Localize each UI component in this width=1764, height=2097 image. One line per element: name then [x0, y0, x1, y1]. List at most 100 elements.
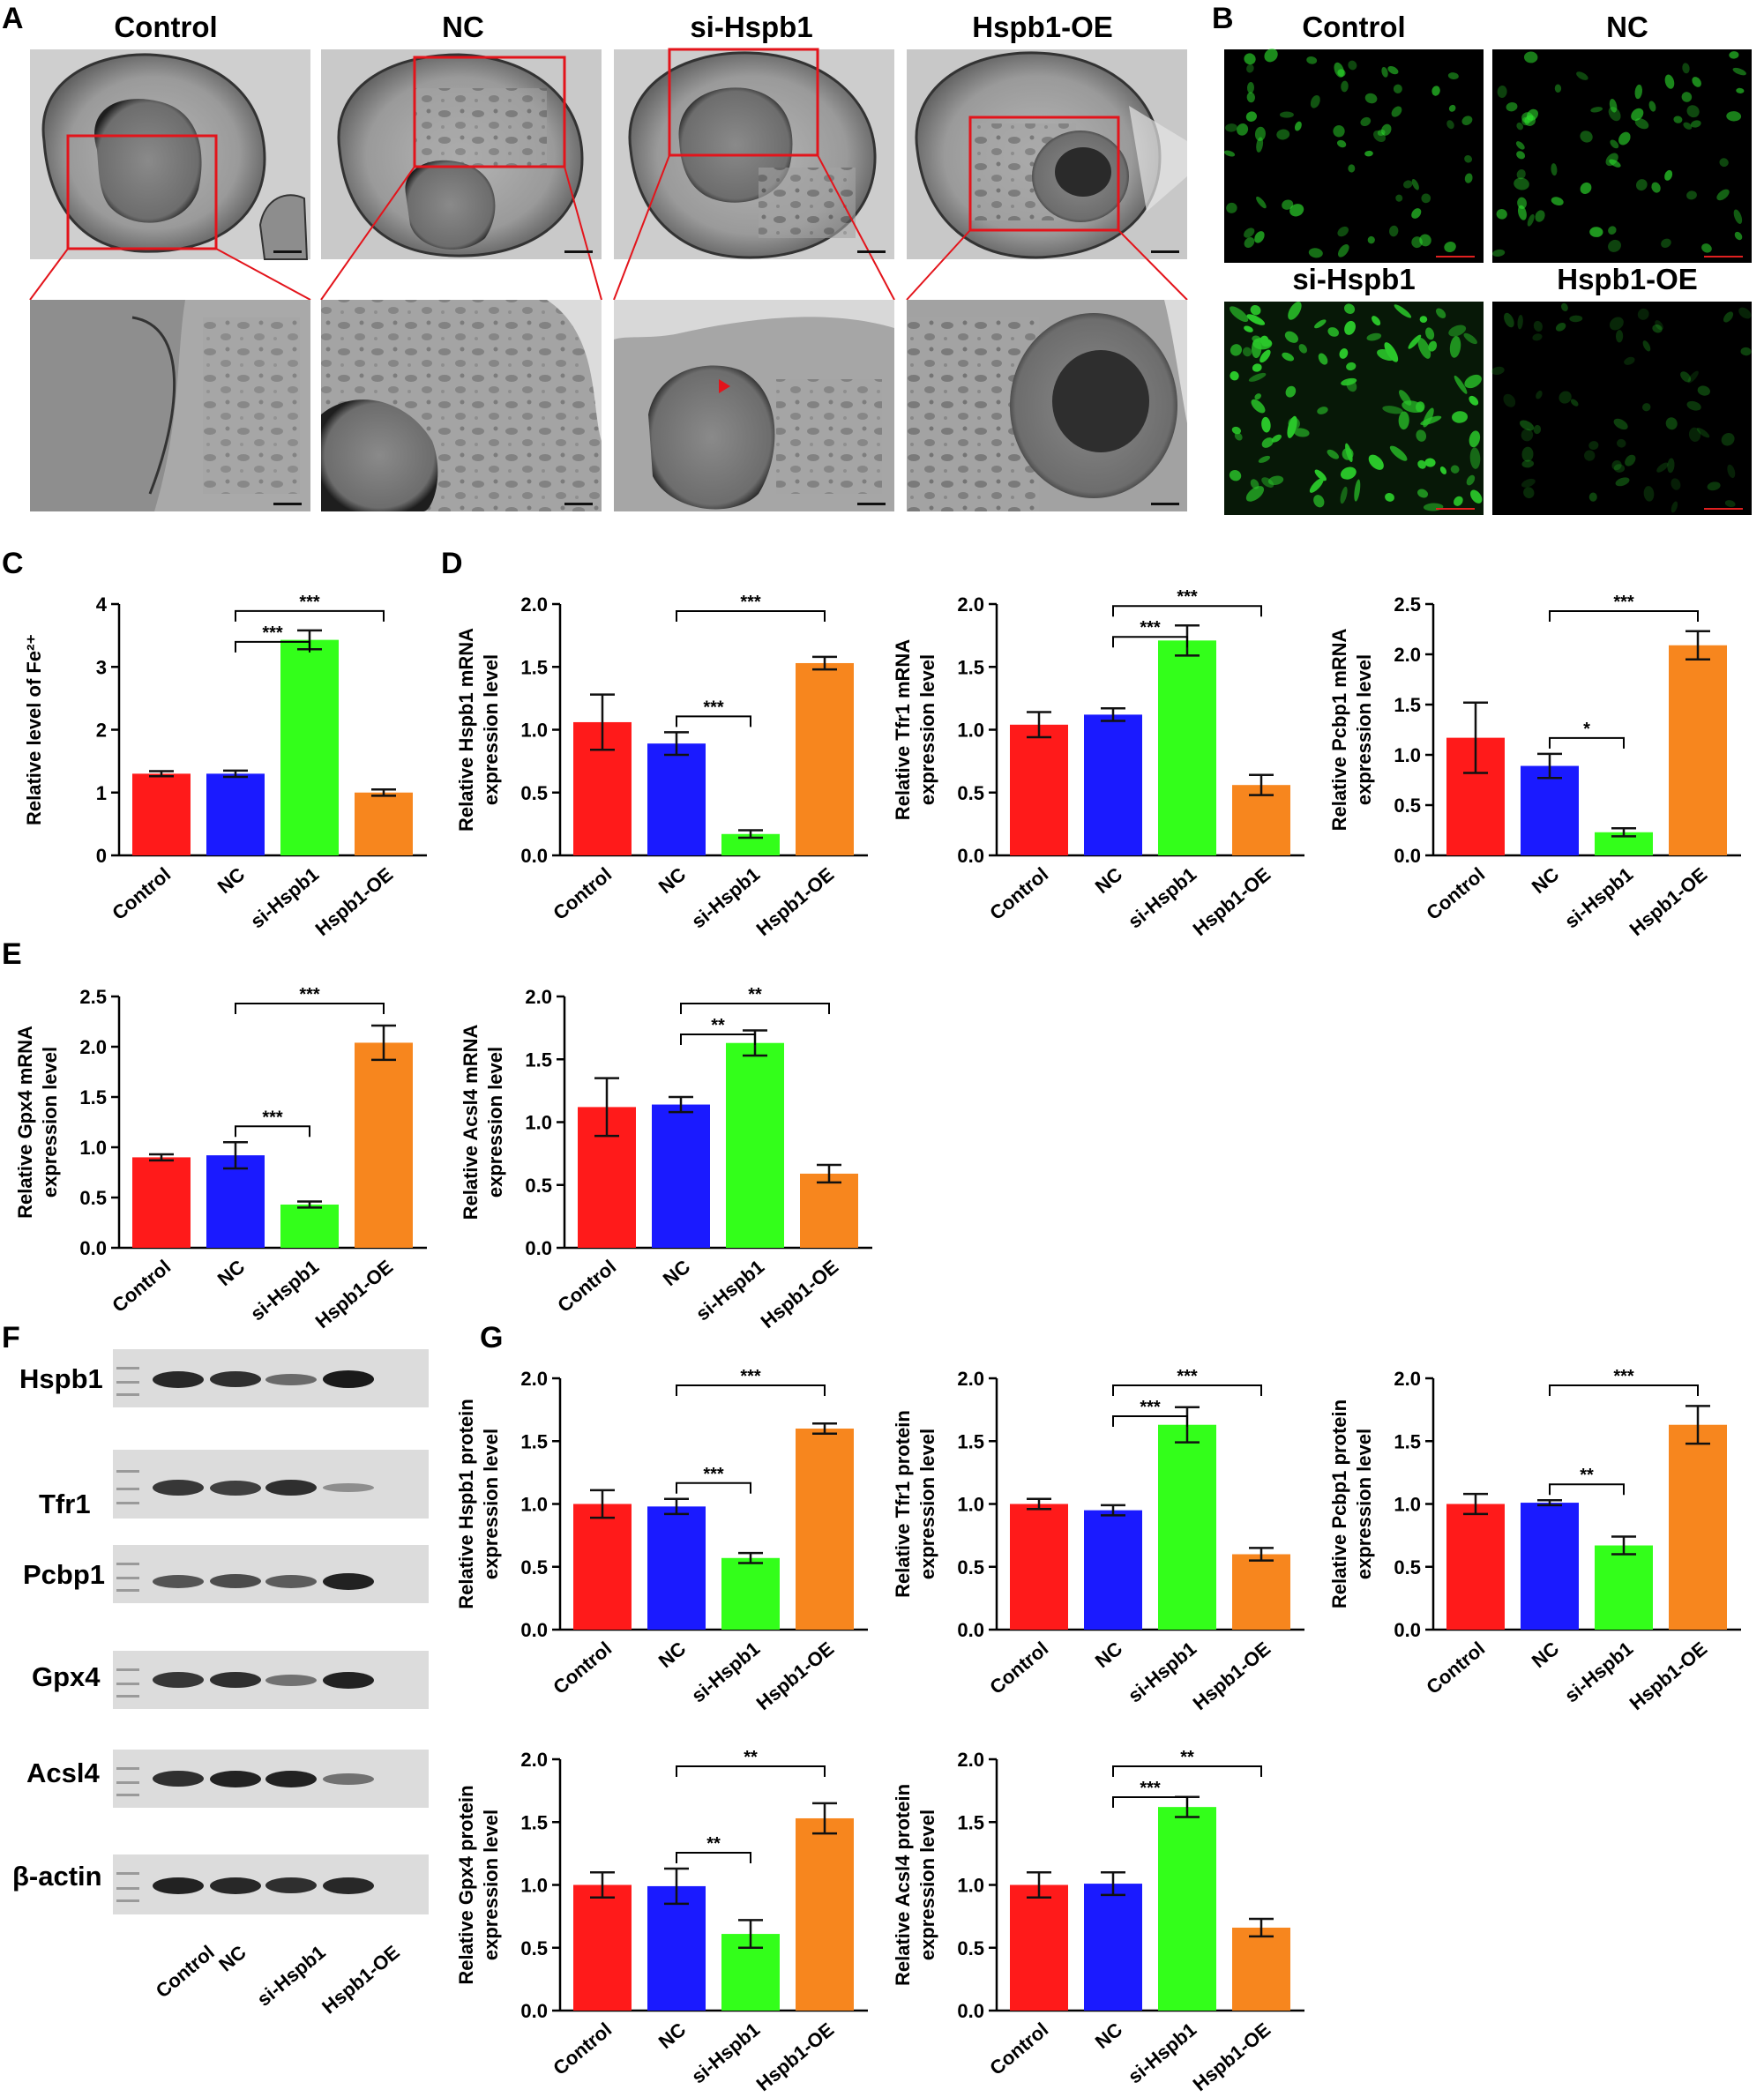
chart-g-hspb1-protein: 0.0 0.5 1.0 1.5 2.0 Relative Hspb1 protein exp… [455, 1367, 868, 1714]
bar-G2-control [1010, 1504, 1068, 1630]
band-gpx4-control [153, 1672, 204, 1688]
significance-G4-0 [676, 1851, 751, 1863]
y-label-C-0: Relative level of Fe²⁺ [23, 634, 45, 825]
bar-E2-hspb1-oe [800, 1173, 858, 1248]
blot-label-acsl4: Acsl4 [26, 1757, 100, 1788]
y-tick-label-G1-0: 0.0 [520, 1619, 548, 1641]
bar-E1-si-hspb1 [280, 1204, 339, 1248]
error-bar-D3-hspb1-oe [1686, 630, 1710, 660]
x-tick-label-D1-hspb1-oe: Hspb1-OE [752, 863, 839, 941]
bar-G1-hspb1-oe [796, 1429, 854, 1630]
y-tick-label-G3-3: 1.5 [1394, 1430, 1421, 1452]
bar-D2-hspb1-oe [1232, 785, 1290, 855]
bar-G5-nc [1084, 1884, 1142, 2011]
error-bar-E2-nc [669, 1095, 693, 1114]
x-tick-label-G4-control: Control [549, 2019, 616, 2079]
y-label-D2-1: expression level [916, 654, 938, 805]
panel-label-g: G [480, 1321, 504, 1354]
bar-E2-si-hspb1 [726, 1042, 784, 1248]
bar-D2-si-hspb1 [1158, 640, 1216, 855]
error-bar-G4-control [590, 1871, 615, 1899]
x-tick-label-G4-hspb1-oe: Hspb1-OE [752, 2019, 839, 2096]
y-tick-label-G4-4: 2.0 [520, 1749, 548, 1771]
y-tick-label-D2-0: 0.0 [957, 845, 984, 867]
band-tfr1-si-hspb1 [265, 1480, 317, 1496]
x-tick-label-E2-nc: NC [659, 1256, 694, 1291]
band-acsl4-si-hspb1 [265, 1770, 317, 1787]
chart-d-hspb1-mrna: 0.0 0.5 1.0 1.5 2.0 Relative Hspb1 mRNA expres… [455, 593, 868, 941]
band-tfr1-control [153, 1480, 204, 1496]
band-actin-nc [210, 1877, 261, 1894]
x-tick-label-E2-control: Control [553, 1256, 620, 1317]
significance-G1-0 [676, 1481, 751, 1494]
error-bar-E1-si-hspb1 [297, 1200, 322, 1209]
blot-label-pcbp1: Pcbp1 [23, 1559, 106, 1590]
bar-D1-nc [647, 743, 706, 855]
panel-label-e: E [2, 937, 22, 971]
x-tick-label-G3-nc: NC [1528, 1638, 1563, 1673]
significance-label-G3-0: ** [1580, 1466, 1594, 1485]
significance-C-0 [235, 640, 310, 653]
band-acsl4-hspb1-oe [323, 1772, 374, 1785]
significance-label-E1-1: *** [299, 985, 320, 1004]
x-tick-label-D3-nc: NC [1528, 863, 1563, 899]
error-bar-E2-hspb1-oe [817, 1163, 841, 1184]
fluorescence-control [1223, 49, 1484, 263]
error-bar-C-hspb1-oe [371, 787, 396, 797]
significance-G5-0 [1112, 1796, 1188, 1808]
bar-C-control [132, 773, 191, 855]
zoom-box-control [66, 134, 218, 250]
significance-label-G1-0: *** [703, 1465, 724, 1484]
bar-G3-si-hspb1 [1595, 1545, 1653, 1630]
y-tick-label-E2-4: 2.0 [525, 986, 552, 1008]
bar-D3-nc [1521, 765, 1579, 855]
y-label-D2-0: Relative Tfr1 mRNA [892, 639, 914, 821]
x-tick-label-C-control: Control [108, 863, 175, 924]
panel-label-a: A [2, 2, 24, 35]
y-tick-label-G3-0: 0.0 [1394, 1619, 1421, 1641]
y-label-G4-1: expression level [480, 1810, 502, 1960]
y-tick-label-G1-4: 2.0 [520, 1368, 548, 1390]
y-tick-label-C-1: 1 [96, 782, 107, 804]
y-tick-label-D3-0: 0.0 [1394, 845, 1421, 867]
blot-strip-acsl4 [113, 1750, 429, 1808]
y-tick-label-D2-4: 2.0 [957, 593, 984, 616]
band-hspb1-hspb1-oe [323, 1370, 374, 1388]
bar-G1-nc [647, 1506, 706, 1630]
significance-label-D2-0: *** [1140, 618, 1161, 638]
panel-a-title-control: Control [114, 11, 218, 43]
x-tick-label-E1-hspb1-oe: Hspb1-OE [311, 1256, 398, 1333]
band-hspb1-nc [210, 1371, 261, 1387]
y-tick-label-G5-1: 0.5 [957, 1937, 984, 1959]
y-tick-label-G5-2: 1.0 [957, 1875, 984, 1897]
bar-C-hspb1-oe [355, 792, 413, 855]
y-tick-label-G5-3: 1.5 [957, 1811, 984, 1833]
chart-g-acsl4-protein: 0.0 0.5 1.0 1.5 2.0 Relative Acsl4 protein exp… [892, 1748, 1304, 2095]
error-bar-D3-nc [1537, 752, 1562, 780]
y-tick-label-G1-3: 1.5 [520, 1430, 548, 1452]
significance-label-G5-0: *** [1140, 1779, 1161, 1798]
x-tick-label-E1-control: Control [108, 1256, 175, 1317]
significance-E2-1 [680, 1003, 830, 1014]
y-tick-label-D3-5: 2.5 [1394, 593, 1421, 616]
x-tick-label-E2-hspb1-oe: Hspb1-OE [757, 1256, 843, 1333]
blot-strip-tfr1 [113, 1450, 429, 1519]
significance-E1-0 [235, 1125, 310, 1138]
bar-G5-control [1010, 1884, 1068, 2011]
x-tick-label-D2-nc: NC [1091, 863, 1126, 899]
error-bar-G1-nc [664, 1497, 689, 1516]
band-tfr1-hspb1-oe [323, 1483, 374, 1492]
x-tick-label-C-hspb1-oe: Hspb1-OE [311, 863, 398, 941]
significance-label-D3-0: * [1583, 720, 1590, 739]
x-tick-label-G2-control: Control [985, 1638, 1052, 1698]
y-tick-label-E1-1: 0.5 [79, 1187, 107, 1209]
error-bar-G5-nc [1101, 1871, 1125, 1897]
y-tick-label-D3-2: 1.0 [1394, 744, 1421, 766]
error-bar-G2-nc [1101, 1504, 1125, 1517]
significance-label-G3-1: *** [1613, 1367, 1634, 1386]
y-label-E2-0: Relative Acsl4 mRNA [460, 1025, 482, 1220]
y-tick-label-E1-5: 2.5 [79, 986, 107, 1008]
bar-G2-si-hspb1 [1158, 1424, 1216, 1630]
zoom-box-si [668, 48, 819, 157]
x-tick-label-D2-hspb1-oe: Hspb1-OE [1189, 863, 1275, 941]
